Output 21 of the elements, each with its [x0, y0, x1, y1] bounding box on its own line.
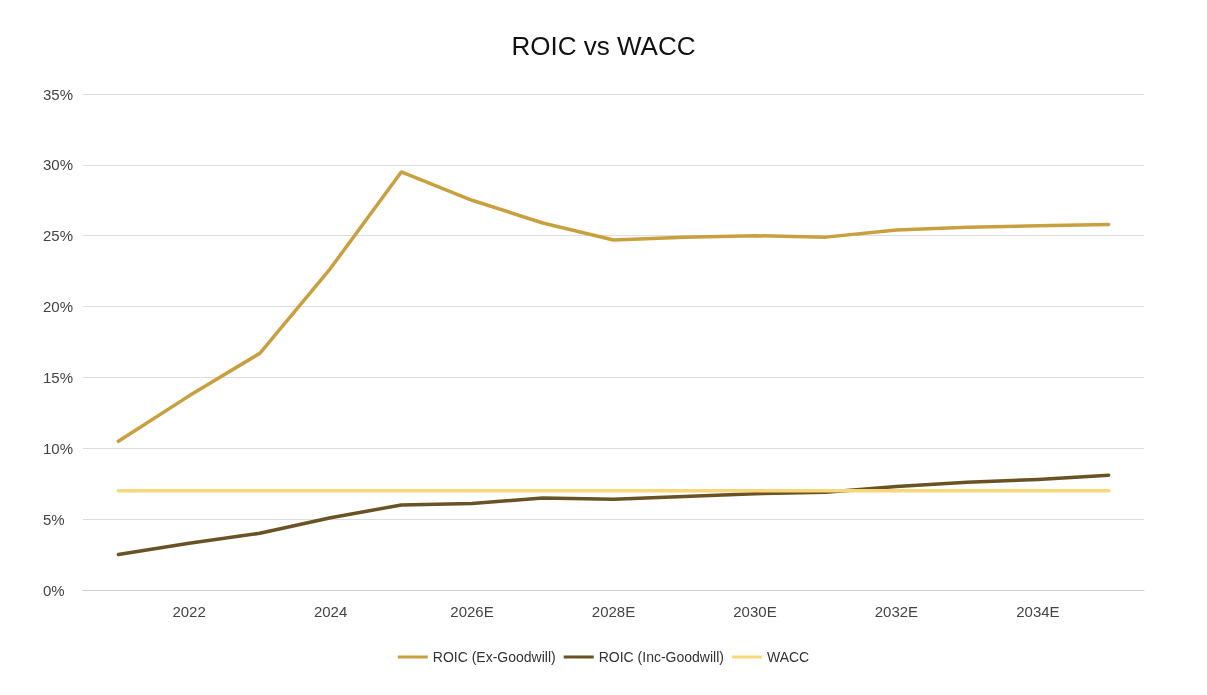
y-tick-label: 15% [43, 368, 74, 386]
x-tick-label: 2026E [450, 603, 494, 620]
legend-label: ROIC (Ex-Goodwill) [432, 649, 556, 665]
x-tick-label: 2034E [1016, 603, 1060, 620]
y-tick-label: 35% [43, 85, 74, 103]
x-tick-label: 2032E [874, 603, 919, 620]
line-series [116, 170, 1111, 443]
y-tick-label: 20% [43, 298, 74, 316]
y-tick-label: 10% [43, 439, 74, 457]
y-tick-label: 0% [43, 581, 65, 599]
y-tick-label: 5% [43, 510, 65, 528]
y-tick-label: 25% [43, 227, 74, 245]
x-tick-label: 2028E [591, 603, 636, 620]
x-tick-label: 2030E [733, 603, 777, 620]
legend-label: ROIC (Inc-Goodwill) [598, 649, 724, 665]
x-tick-label: 2024 [313, 603, 348, 620]
y-tick-label: 30% [43, 156, 74, 174]
chart-title: ROIC vs WACC [511, 31, 696, 61]
x-tick-label: 2022 [172, 603, 206, 620]
line-series [116, 473, 1111, 557]
legend-label: WACC [766, 649, 810, 665]
